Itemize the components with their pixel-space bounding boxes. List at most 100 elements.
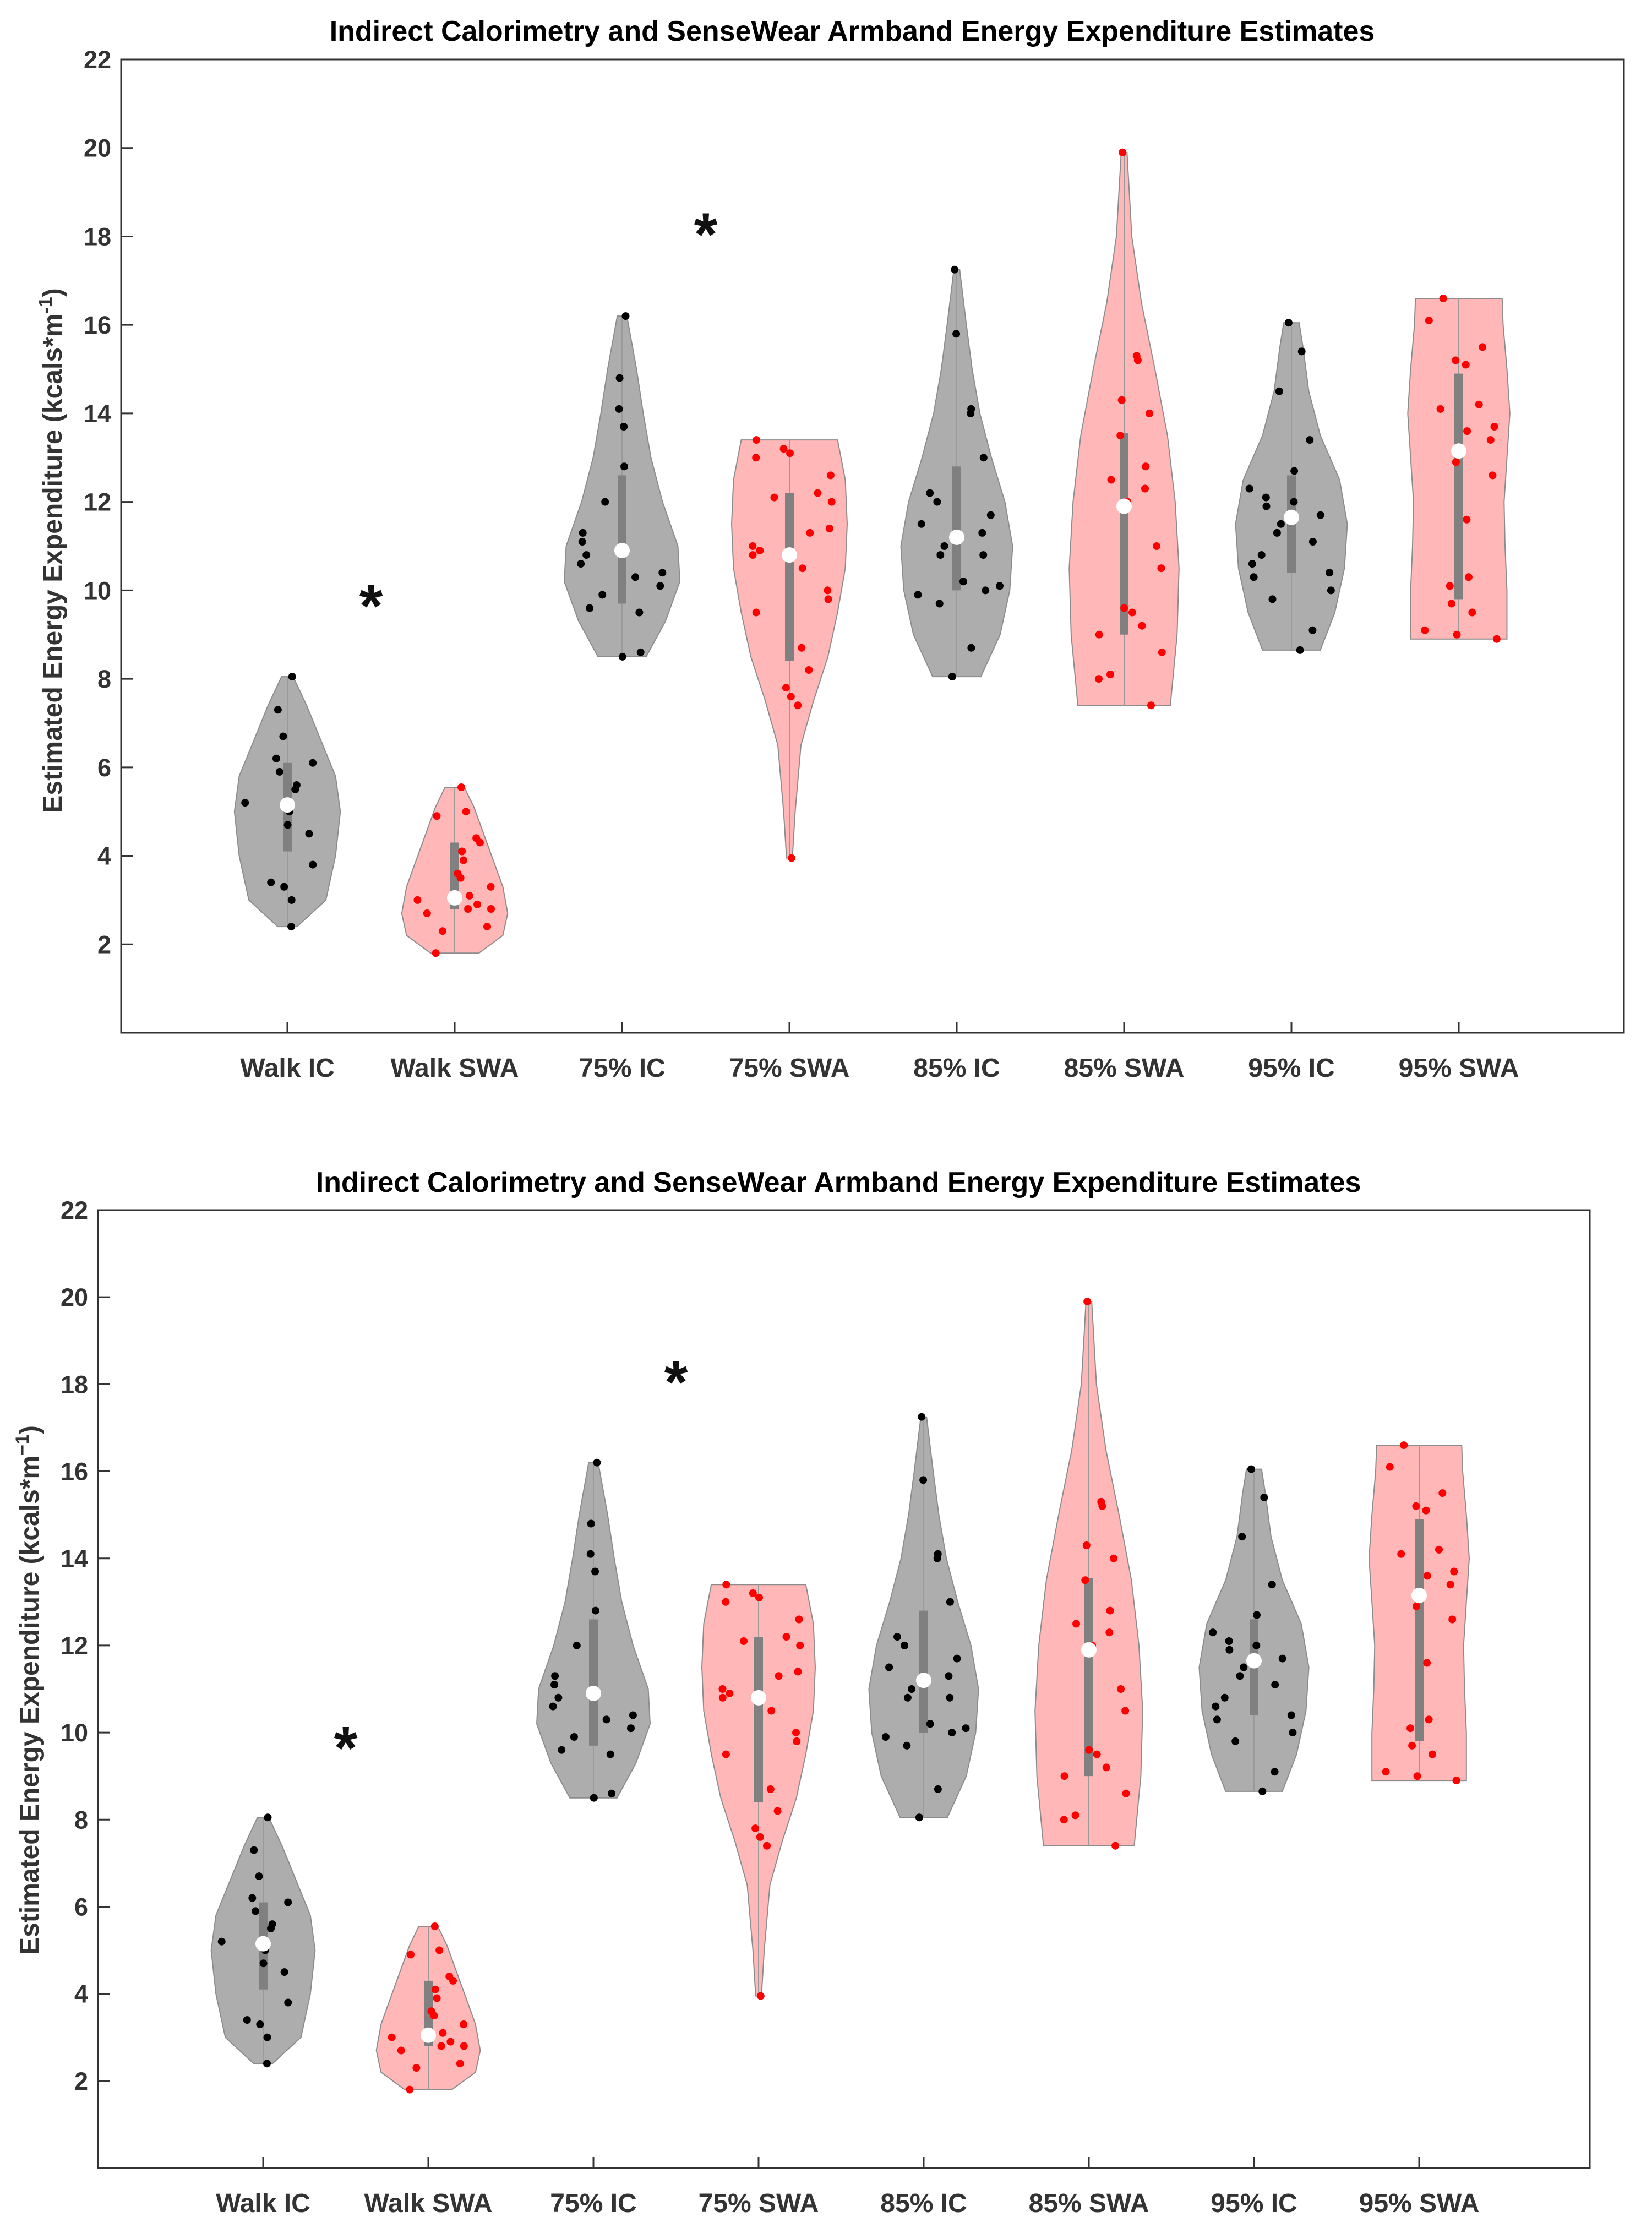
data-point bbox=[1327, 586, 1335, 595]
data-point bbox=[1413, 1602, 1420, 1610]
data-point bbox=[933, 498, 941, 506]
y-tick-label: 2 bbox=[97, 930, 111, 958]
violin-iqr-box bbox=[785, 493, 794, 661]
data-point bbox=[620, 462, 628, 471]
y-tick-label: 12 bbox=[61, 1632, 88, 1660]
data-point bbox=[1093, 1750, 1101, 1758]
data-point bbox=[406, 2085, 414, 2094]
category-labels: Walk IC Walk SWA 75% IC 75% SWA 85% IC 85% SW… bbox=[240, 1022, 1519, 1083]
data-point bbox=[1463, 427, 1471, 435]
data-point bbox=[962, 1724, 970, 1733]
data-point bbox=[814, 489, 822, 497]
data-point bbox=[578, 538, 586, 546]
data-point bbox=[586, 1550, 595, 1558]
y-tick-label: 10 bbox=[61, 1719, 88, 1747]
data-point bbox=[1306, 436, 1314, 444]
data-point bbox=[1271, 1681, 1279, 1689]
data-point bbox=[786, 449, 794, 457]
data-point bbox=[951, 265, 959, 274]
violin-median bbox=[751, 1690, 766, 1706]
data-point bbox=[615, 374, 624, 382]
violin-median bbox=[782, 547, 797, 563]
data-point bbox=[272, 754, 280, 762]
violin-walk-swa bbox=[401, 783, 509, 957]
data-point bbox=[264, 1813, 272, 1822]
data-point bbox=[1240, 1663, 1248, 1671]
data-point bbox=[979, 454, 988, 462]
data-point bbox=[423, 909, 431, 917]
data-point bbox=[1132, 352, 1141, 360]
violin-median bbox=[421, 2027, 436, 2043]
data-point bbox=[591, 1606, 599, 1615]
significance-asterisk: * bbox=[664, 1349, 688, 1417]
y-axis-label: Estimated Energy Expenditure (kcals*m-1) bbox=[35, 288, 68, 813]
violin-iqr-box bbox=[1084, 1578, 1093, 1777]
data-point bbox=[439, 2029, 447, 2037]
data-point bbox=[805, 666, 813, 674]
data-point bbox=[952, 330, 961, 338]
significance-asterisk: * bbox=[694, 200, 718, 268]
data-point bbox=[722, 1750, 730, 1758]
category-label: Walk IC bbox=[240, 1054, 335, 1083]
data-point bbox=[487, 883, 495, 891]
data-point bbox=[464, 905, 472, 913]
category-labels: Walk IC Walk SWA 75% IC 75% SWA 85% IC 85% SW… bbox=[216, 2157, 1479, 2218]
data-point bbox=[435, 1946, 444, 1954]
data-point bbox=[787, 854, 795, 862]
data-point bbox=[1117, 1685, 1125, 1693]
data-point bbox=[483, 923, 491, 931]
data-point bbox=[1102, 1763, 1110, 1772]
data-point bbox=[550, 1681, 558, 1689]
data-point bbox=[656, 582, 664, 590]
violin-iqr-box bbox=[1415, 1519, 1424, 1741]
data-point bbox=[753, 436, 761, 444]
data-point bbox=[798, 564, 806, 573]
data-point bbox=[1425, 1715, 1433, 1724]
y-tick-label: 4 bbox=[74, 1980, 88, 2008]
data-point bbox=[1095, 630, 1103, 639]
data-point bbox=[1452, 356, 1460, 364]
data-point bbox=[756, 1992, 765, 2000]
data-point bbox=[1231, 1737, 1240, 1745]
violin-75-swa bbox=[701, 1581, 816, 2000]
violin-median bbox=[280, 797, 295, 813]
violin-iqr-box bbox=[754, 1637, 763, 1802]
data-point bbox=[263, 2060, 271, 2068]
category-label: 95% SWA bbox=[1359, 2189, 1480, 2218]
data-point bbox=[256, 2020, 264, 2028]
data-point bbox=[946, 1693, 954, 1702]
data-point bbox=[241, 799, 249, 807]
significance-annotations: ** bbox=[334, 1349, 688, 1782]
data-point bbox=[1308, 538, 1317, 546]
violin-iqr-box bbox=[1454, 373, 1463, 600]
data-point bbox=[782, 684, 790, 692]
data-point bbox=[579, 529, 587, 537]
data-point bbox=[722, 1581, 730, 1589]
data-point bbox=[1097, 1497, 1105, 1506]
data-point bbox=[1421, 626, 1429, 634]
data-point bbox=[287, 896, 296, 904]
data-point bbox=[1250, 573, 1258, 581]
y-axis-label-superscript: −1 bbox=[12, 1434, 33, 1456]
data-point bbox=[1119, 148, 1127, 156]
data-point bbox=[280, 883, 288, 891]
data-point bbox=[1438, 1489, 1447, 1497]
data-point bbox=[787, 693, 795, 701]
data-point bbox=[608, 1789, 616, 1797]
data-point bbox=[996, 582, 1004, 590]
data-point bbox=[1287, 1711, 1295, 1719]
data-point bbox=[752, 454, 760, 462]
data-point bbox=[268, 1920, 276, 1929]
data-point bbox=[1308, 626, 1317, 634]
data-point bbox=[953, 1654, 961, 1663]
data-point bbox=[621, 312, 630, 320]
data-point bbox=[629, 1711, 637, 1719]
data-point bbox=[636, 648, 645, 656]
data-point bbox=[1446, 582, 1454, 590]
data-point bbox=[1085, 1746, 1093, 1754]
violin-median bbox=[1411, 1587, 1427, 1603]
data-point bbox=[1248, 560, 1256, 568]
data-point bbox=[397, 2046, 405, 2055]
data-point bbox=[460, 2042, 468, 2050]
data-point bbox=[1275, 387, 1283, 395]
